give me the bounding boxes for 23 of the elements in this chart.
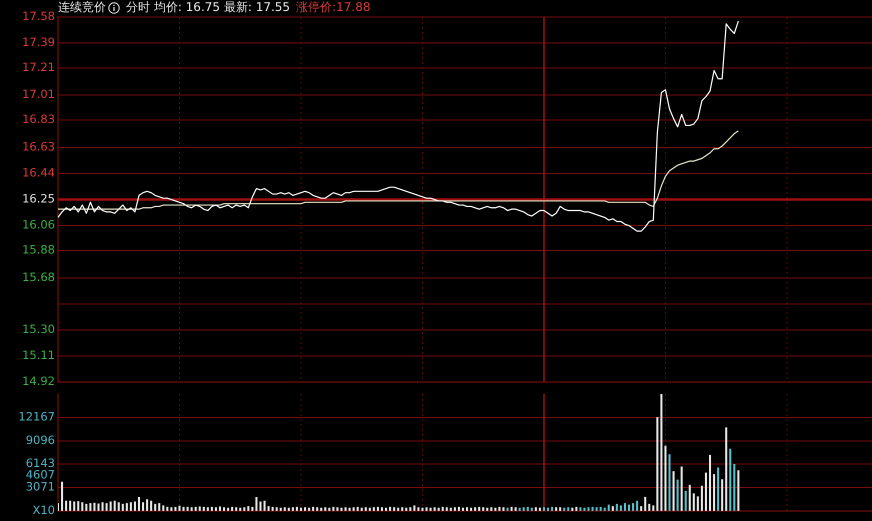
y-tick-label: 4607: [26, 468, 55, 482]
y-tick-label: 15.11: [22, 348, 55, 362]
y-tick-label: 17.58: [22, 8, 55, 23]
y-tick-label: 16.63: [22, 139, 55, 154]
y-tick-label: 16.25: [22, 192, 55, 206]
y-tick-label: 15.68: [22, 270, 55, 284]
y-tick-label: 16.06: [22, 218, 55, 232]
text: 涨停价:17.88: [296, 0, 370, 15]
y-tick-label: 14.92: [22, 374, 55, 388]
y-tick-label: 17.21: [22, 60, 55, 74]
y-tick-label: X10: [32, 503, 55, 518]
y-tick-label: 15.88: [22, 242, 55, 256]
chart-title: 连续竞价: [58, 0, 106, 15]
y-tick-label: 17.39: [22, 35, 55, 50]
y-tick-label: 16.44: [22, 165, 55, 180]
y-tick-label: 17.01: [22, 87, 55, 102]
chart-subtitle: 分时 均价: 16.75 最新: 17.55: [126, 0, 290, 15]
y-tick-label: 16.83: [22, 112, 55, 126]
y-tick-label: 9096: [26, 433, 55, 448]
y-tick-label: 3071: [26, 479, 55, 494]
y-tick-label: 12167: [18, 409, 55, 424]
y-tick-label: 6143: [26, 456, 55, 470]
y-tick-label: 15.30: [22, 322, 55, 336]
